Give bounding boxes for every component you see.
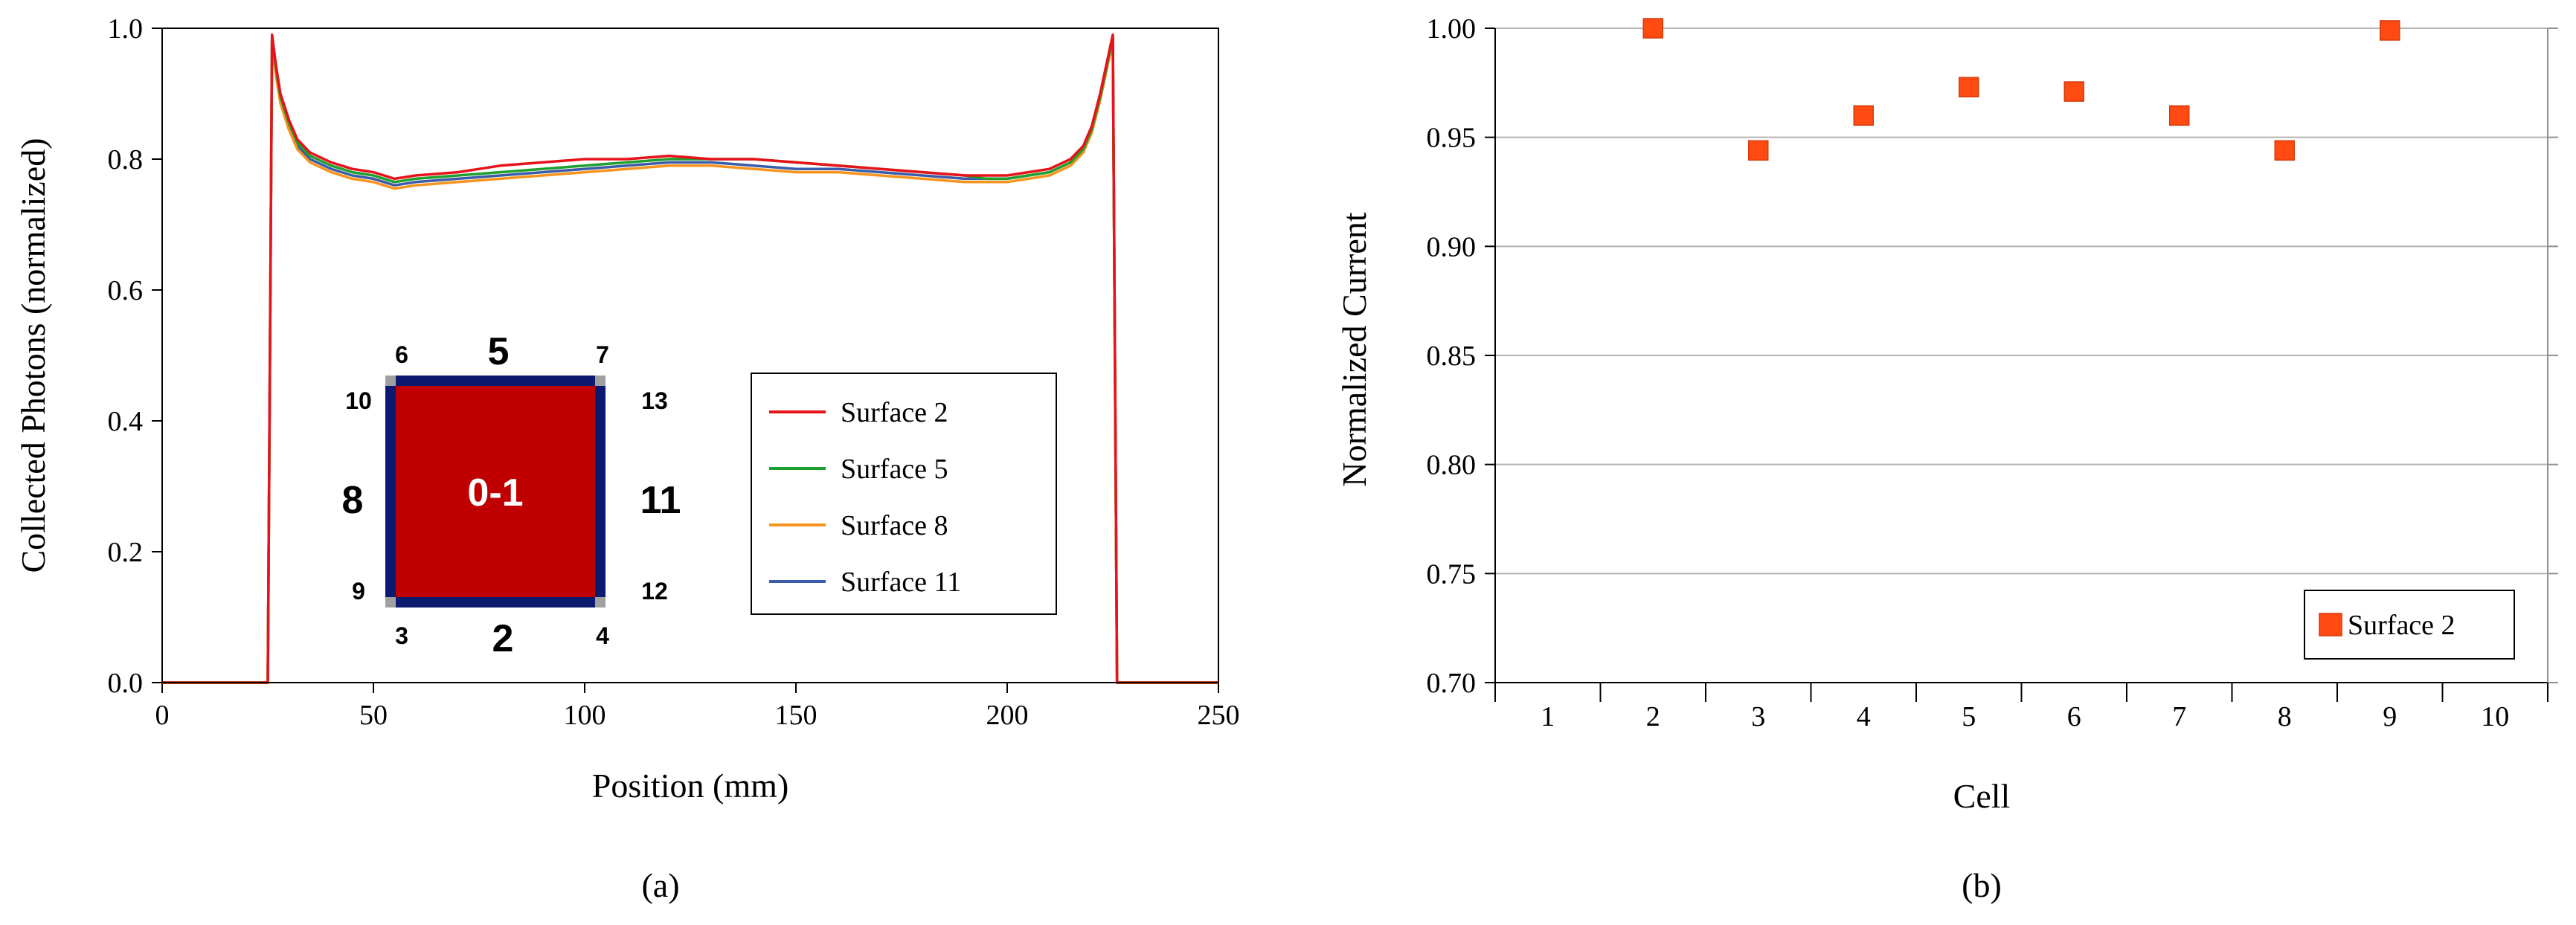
surface-diagram-body [396,386,595,597]
chart-b-y-tick-label: 0.70 [1427,668,1477,699]
chart-b-gridlines [1495,28,2548,575]
surface-diagram-corner-tl [385,376,396,386]
surface-label-9: 9 [352,578,365,605]
chart-b-ticks: 0.70 0.75 0.80 0.85 0.90 0.95 1.00 1 2 3 4 5 6 7 8 9 10 [1427,13,2558,732]
chart-a: 0 50 100 150 200 250 0.0 0.2 0.4 0.6 0.8 1.0 0-1 5 … [14,13,1240,904]
chart-a-legend-label: Surface 2 [841,397,948,428]
chart-a-x-axis-label: Position (mm) [592,767,789,805]
surface-label-left: 8 [342,479,364,522]
chart-a-legend-label: Surface 5 [841,454,948,485]
chart-a-ticks: 0 50 100 150 200 250 0.0 0.2 0.4 0.6 0.8 1.0 [108,13,1240,731]
chart-b-y-tick-label: 0.85 [1427,341,1477,372]
chart-b-x-tick-label: 8 [2278,701,2292,732]
chart-b-y-tick-label: 0.80 [1427,450,1477,481]
surface-label-4: 4 [596,622,609,649]
chart-a-legend-label: Surface 11 [841,567,961,598]
chart-a-panel-label: (a) [641,866,679,904]
chart-a-x-tick-label: 100 [564,700,606,731]
chart-b: 0.700.750.800.850.900.951.001 2 3 4 5 6 7 8 9 10 … [1335,13,2558,904]
chart-a-x-tick-label: 250 [1198,700,1240,731]
chart-b-x-tick-label: 3 [1751,701,1765,732]
chart-a-series-line [162,36,1218,684]
chart-b-x-tick-label: 6 [2067,701,2081,732]
chart-b-y-tick-label: 0.75 [1427,558,1477,590]
chart-b-x-tick-label: 9 [2383,701,2397,732]
chart-a-series-line [162,33,1218,684]
chart-b-x-tick-label: 7 [2172,701,2186,732]
chart-a-x-tick-label: 150 [775,700,818,731]
chart-b-point [1642,18,1663,39]
chart-b-points [1642,18,2400,161]
surface-label-7: 7 [596,341,609,368]
chart-a-y-tick-label: 0.4 [108,406,144,437]
chart-a-series-line [162,39,1218,684]
surface-diagram-edge-bottom [396,597,595,607]
chart-b-point [2063,81,2084,102]
chart-b-x-tick-label: 5 [1962,701,1976,732]
chart-b-y-axis-label: Normalized Current [1335,212,1373,486]
chart-a-x-tick-label: 0 [155,700,170,731]
surface-diagram-edge-right [595,386,606,597]
surface-label-10: 10 [345,387,372,414]
surface-label-12: 12 [641,578,668,605]
chart-a-legend-items: Surface 2 Surface 5 Surface 8 Surface 11 [769,397,961,598]
chart-b-point [1853,105,1874,126]
chart-b-legend-swatch [2319,613,2342,636]
chart-b-point [1959,77,1979,97]
chart-a-y-tick-label: 0.8 [108,144,144,175]
chart-b-y-tick-label: 0.95 [1427,123,1477,154]
surface-diagram-corner-bl [385,597,396,607]
chart-b-x-axis-label: Cell [1953,777,2011,815]
chart-a-legend-label: Surface 8 [841,510,948,541]
surface-label-6: 6 [395,341,408,368]
chart-b-x-tick-label: 1 [1541,701,1555,732]
chart-b-point [2380,20,2400,41]
surface-diagram-edge-left [385,386,396,597]
chart-b-y-tick-label: 1.00 [1427,13,1477,45]
surface-diagram-center-label: 0-1 [467,471,523,515]
chart-a-y-tick-label: 0.6 [108,275,144,306]
chart-a-y-tick-label: 0.2 [108,537,144,568]
surface-label-13: 13 [641,387,668,414]
surface-label-bottom: 2 [492,617,514,660]
chart-b-legend: Surface 2 [2304,590,2515,660]
chart-a-plot-frame [161,28,1219,683]
chart-b-x-tick-label: 10 [2481,701,2509,732]
chart-b-legend-items: Surface 2 [2319,610,2455,641]
chart-b-panel-label: (b) [1962,866,2002,904]
chart-b-y-tick-label: 0.90 [1427,231,1477,262]
surface-label-3: 3 [395,622,408,649]
surface-label-top: 5 [488,330,510,373]
chart-b-point [2274,140,2295,161]
chart-a-legend: Surface 2 Surface 5 Surface 8 Surface 11 [751,373,1057,615]
chart-a-x-tick-label: 200 [986,700,1029,731]
chart-a-series [162,33,1218,684]
chart-a-y-axis-label: Collected Photons (normalized) [14,138,52,573]
chart-a-x-tick-label: 50 [359,700,388,731]
chart-a-series-line [162,36,1218,684]
surface-diagram-corner-tr [595,376,606,386]
chart-b-x-tick-label: 4 [1857,701,1871,732]
surface-diagram-corner-br [595,597,606,607]
chart-a-y-tick-label: 0.0 [108,668,144,699]
surface-diagram: 0-1 5 2 8 11 6 10 7 13 9 3 12 4 [342,330,681,660]
surface-label-right: 11 [640,479,681,522]
chart-b-legend-label: Surface 2 [2348,610,2455,641]
surface-diagram-edge-top [396,376,595,386]
chart-b-point [2169,105,2190,126]
chart-a-y-tick-label: 1.0 [108,13,144,45]
chart-b-x-tick-label: 2 [1646,701,1660,732]
chart-b-point [1748,140,1769,161]
